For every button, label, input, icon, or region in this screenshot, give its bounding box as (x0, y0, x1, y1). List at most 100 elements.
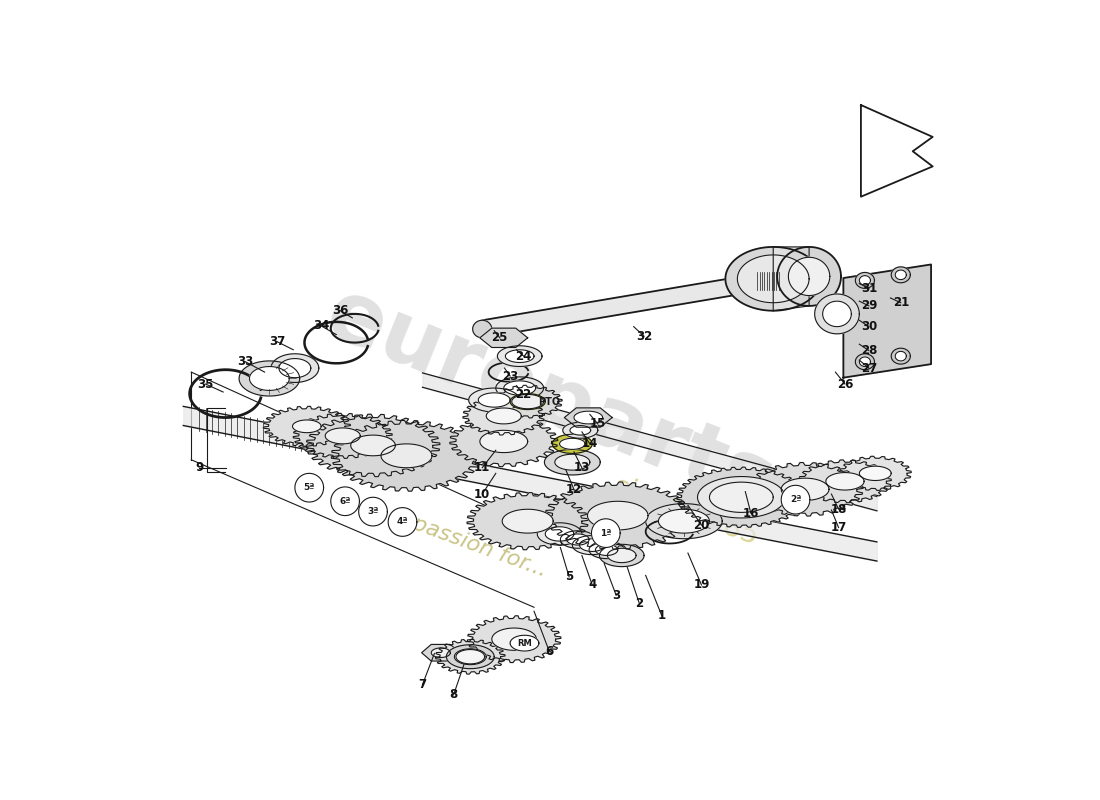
Text: a passion for...: a passion for... (390, 506, 550, 581)
Polygon shape (789, 258, 829, 295)
Polygon shape (595, 544, 618, 555)
Text: 23: 23 (502, 370, 518, 382)
Polygon shape (293, 420, 321, 433)
Text: 34: 34 (314, 319, 329, 332)
Polygon shape (891, 267, 911, 283)
Polygon shape (482, 273, 766, 338)
Polygon shape (590, 541, 624, 558)
Text: 33: 33 (238, 355, 254, 368)
Text: 36: 36 (332, 304, 349, 318)
Polygon shape (570, 426, 591, 435)
Polygon shape (306, 414, 440, 477)
Polygon shape (480, 430, 528, 453)
Text: 21: 21 (893, 296, 909, 310)
Polygon shape (839, 456, 911, 490)
Text: 11: 11 (474, 462, 491, 474)
Text: 14: 14 (582, 438, 598, 450)
Text: 12: 12 (565, 482, 582, 496)
Text: 28: 28 (860, 344, 877, 357)
Polygon shape (891, 348, 911, 364)
Text: 27: 27 (861, 362, 877, 374)
Polygon shape (537, 522, 582, 545)
Text: PTO: PTO (538, 397, 560, 406)
Text: RM: RM (517, 638, 532, 648)
Polygon shape (646, 504, 723, 538)
Polygon shape (566, 534, 590, 545)
Text: 2ª: 2ª (790, 495, 801, 504)
Polygon shape (468, 616, 561, 662)
Text: 3: 3 (612, 589, 620, 602)
Polygon shape (572, 535, 613, 554)
Text: 37: 37 (270, 335, 286, 348)
Polygon shape (455, 650, 485, 664)
Polygon shape (552, 434, 592, 454)
Polygon shape (504, 381, 536, 395)
Polygon shape (546, 482, 691, 550)
Text: 32: 32 (636, 330, 652, 342)
Polygon shape (331, 421, 482, 491)
Polygon shape (747, 462, 864, 516)
Polygon shape (560, 530, 595, 548)
Text: 8: 8 (450, 689, 458, 702)
Polygon shape (250, 366, 289, 390)
Text: 1: 1 (658, 609, 666, 622)
Polygon shape (560, 438, 585, 450)
Polygon shape (436, 639, 505, 674)
Text: europarts: europarts (314, 272, 786, 528)
Polygon shape (895, 351, 906, 361)
Polygon shape (468, 493, 588, 550)
Polygon shape (478, 393, 510, 407)
Text: 1ª: 1ª (601, 529, 612, 538)
Text: 6: 6 (546, 645, 553, 658)
Text: 24: 24 (516, 350, 532, 362)
Polygon shape (859, 276, 870, 285)
Polygon shape (239, 361, 299, 396)
Text: 18: 18 (830, 502, 847, 516)
Polygon shape (381, 444, 432, 468)
Text: 16: 16 (742, 506, 759, 520)
Text: 4ª: 4ª (397, 518, 408, 526)
Text: 19: 19 (693, 578, 710, 591)
Polygon shape (510, 394, 546, 410)
Polygon shape (587, 502, 648, 530)
Polygon shape (563, 422, 597, 438)
Polygon shape (564, 408, 613, 427)
Polygon shape (486, 408, 521, 424)
Polygon shape (859, 466, 891, 481)
Text: 25: 25 (492, 331, 508, 344)
Polygon shape (359, 498, 387, 526)
Text: 4: 4 (588, 578, 596, 591)
Polygon shape (600, 544, 645, 566)
Polygon shape (799, 460, 891, 502)
Polygon shape (607, 548, 636, 562)
Polygon shape (710, 482, 773, 513)
Polygon shape (856, 273, 875, 288)
Text: RM: RM (517, 638, 532, 648)
Polygon shape (388, 508, 417, 536)
Text: 35: 35 (197, 378, 213, 390)
Polygon shape (450, 416, 558, 466)
Polygon shape (781, 478, 829, 501)
Polygon shape (493, 386, 562, 418)
Polygon shape (331, 487, 360, 515)
Text: 30: 30 (861, 320, 877, 333)
Polygon shape (480, 328, 528, 347)
Polygon shape (826, 473, 865, 490)
Text: 10: 10 (474, 487, 491, 501)
Polygon shape (463, 397, 544, 435)
Text: 2: 2 (635, 597, 643, 610)
Polygon shape (431, 648, 450, 658)
Polygon shape (592, 518, 620, 547)
Polygon shape (326, 428, 361, 444)
Polygon shape (473, 320, 492, 338)
Polygon shape (574, 411, 603, 424)
Polygon shape (503, 510, 553, 533)
Text: 29: 29 (860, 299, 877, 313)
Text: 9: 9 (195, 462, 204, 474)
Polygon shape (725, 247, 821, 310)
Text: 5ª: 5ª (304, 483, 315, 492)
Polygon shape (697, 477, 785, 518)
Polygon shape (263, 406, 351, 446)
Polygon shape (512, 394, 543, 409)
Text: 31: 31 (861, 282, 877, 295)
